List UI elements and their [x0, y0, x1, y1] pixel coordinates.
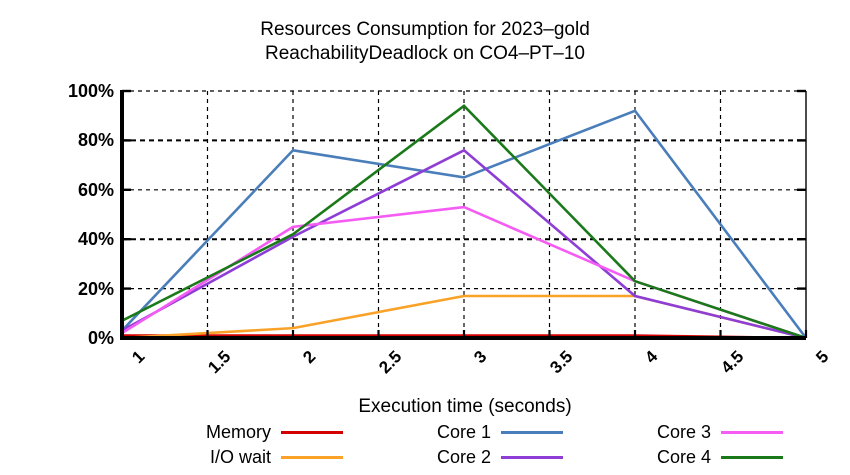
- series-line-core-2: [121, 148, 807, 340]
- x-axis-label: Execution time (seconds): [358, 396, 572, 417]
- legend-color-swatch: [501, 455, 563, 459]
- legend-item-core-1[interactable]: Core 1: [375, 420, 605, 444]
- y-tick-label: 100%: [67, 81, 114, 101]
- legend-color-swatch: [281, 455, 343, 459]
- legend-color-swatch: [501, 430, 563, 434]
- y-axis-tick-labels: 0% 20% 40% 60% 80% 100%: [20, 0, 114, 360]
- chart-title-line-2: ReachabilityDeadlock on CO4–PT–10: [264, 43, 585, 64]
- legend-item-core-3[interactable]: Core 3: [595, 420, 825, 444]
- legend-item-core-4[interactable]: Core 4: [595, 445, 825, 469]
- y-tick-label: 40%: [77, 229, 114, 250]
- chart-title: Resources Consumption for 2023–gold Reac…: [0, 18, 850, 66]
- y-tick-label: 0%: [87, 328, 114, 348]
- legend-color-swatch: [721, 430, 783, 434]
- series-line-core-1: [121, 109, 808, 339]
- y-tick-label: 20%: [77, 278, 114, 299]
- legend-item-i-o-wait[interactable]: I/O wait: [155, 445, 385, 469]
- legend-label: I/O wait: [209, 446, 271, 467]
- legend-label: Core 4: [656, 446, 711, 467]
- legend-label: Core 3: [656, 421, 711, 442]
- legend-column: Core 3 Core 4: [595, 420, 825, 472]
- legend-label: Memory: [205, 421, 271, 442]
- y-tick-label: 80%: [77, 130, 114, 151]
- legend-item-core-2[interactable]: Core 2: [375, 445, 605, 469]
- legend-color-swatch: [281, 430, 343, 434]
- legend-label: Core 2: [436, 446, 491, 467]
- chart-title-line-1: Resources Consumption for 2023–gold: [260, 19, 590, 40]
- legend-item-memory[interactable]: Memory: [155, 420, 385, 444]
- legend-column: Memory I/O wait: [155, 420, 385, 472]
- chart-legend: Memory I/O wait Core 1 Core 2 Core 3 Core 4: [120, 420, 820, 472]
- legend-color-swatch: [721, 455, 783, 459]
- legend-label: Core 1: [436, 421, 491, 442]
- series-line-core-4: [121, 104, 807, 340]
- legend-column: Core 1 Core 2: [375, 420, 605, 472]
- y-tick-label: 60%: [77, 179, 114, 200]
